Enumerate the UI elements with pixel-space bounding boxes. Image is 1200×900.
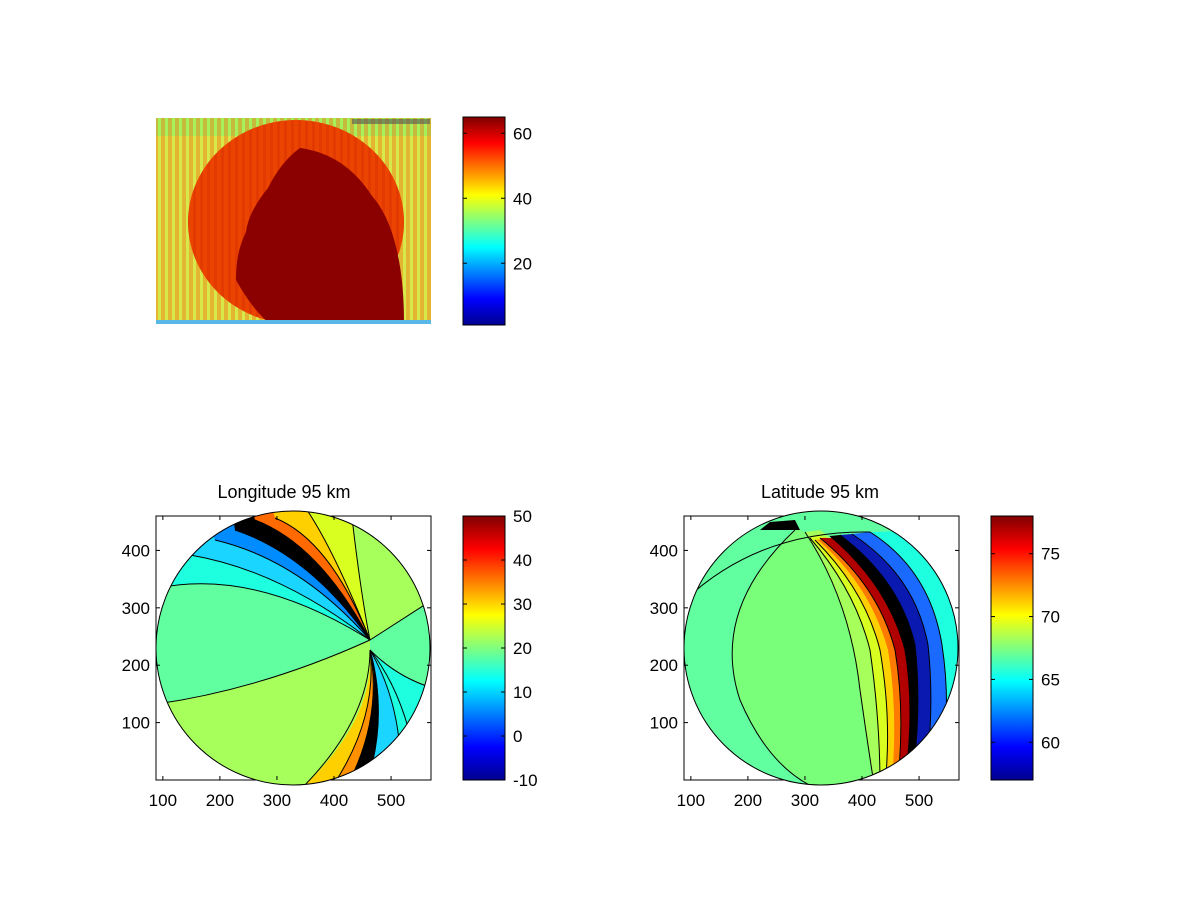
longitude-panel: Longitude 95 km [122, 482, 538, 810]
latitude-colorbar-tick-label: 75 [1041, 545, 1060, 564]
latitude-colorbar-tick-label: 65 [1041, 670, 1060, 689]
latitude-colorbar: 60 65 70 75 [990, 515, 1060, 781]
latitude-contour-fill [684, 511, 958, 785]
raw-colorbar-tick-label: 40 [513, 189, 532, 208]
longitude-x-tick-label: 200 [206, 791, 234, 810]
latitude-x-tick-label: 400 [848, 791, 876, 810]
latitude-y-tick-label: 200 [650, 656, 678, 675]
longitude-x-tick-label: 100 [149, 791, 177, 810]
latitude-panel: Latitude 95 km [650, 482, 1060, 810]
longitude-colorbar-tick-label: 0 [513, 727, 522, 746]
latitude-x-tick-label: 500 [905, 791, 933, 810]
raw-image-colorbar: 20 40 60 [462, 116, 532, 326]
latitude-y-tick-label: 400 [650, 541, 678, 560]
longitude-y-tick-label: 300 [122, 599, 150, 618]
raw-colorbar-tick-label: 60 [513, 124, 532, 143]
longitude-x-tick-label: 400 [320, 791, 348, 810]
latitude-title: Latitude 95 km [761, 482, 879, 502]
longitude-y-tick-label: 400 [122, 541, 150, 560]
longitude-colorbar-tick-label: 40 [513, 551, 532, 570]
longitude-x-tick-label: 500 [377, 791, 405, 810]
latitude-colorbar-tick-label: 60 [1041, 733, 1060, 752]
longitude-contour-fill [156, 511, 430, 785]
latitude-colorbar-tick-label: 70 [1041, 608, 1060, 627]
longitude-colorbar-tick-label: -10 [513, 771, 538, 790]
raw-colorbar-tick-label: 20 [513, 254, 532, 273]
latitude-y-tick-label: 100 [650, 714, 678, 733]
raw-image-dark-region [236, 148, 404, 322]
longitude-y-tick-label: 100 [122, 714, 150, 733]
latitude-x-tick-label: 100 [677, 791, 705, 810]
longitude-title: Longitude 95 km [217, 482, 350, 502]
longitude-y-tick-label: 200 [122, 656, 150, 675]
latitude-y-tick-label: 300 [650, 599, 678, 618]
latitude-x-tick-label: 300 [791, 791, 819, 810]
longitude-colorbar-tick-label: 20 [513, 639, 532, 658]
longitude-colorbar-tick-label: 50 [513, 507, 532, 526]
longitude-colorbar-tick-label: 30 [513, 595, 532, 614]
raw-image-panel: 20 40 60 [156, 116, 532, 326]
latitude-x-tick-label: 200 [734, 791, 762, 810]
longitude-colorbar: -10 0 10 20 30 40 50 [462, 507, 538, 790]
longitude-x-tick-label: 300 [263, 791, 291, 810]
longitude-colorbar-tick-label: 10 [513, 683, 532, 702]
